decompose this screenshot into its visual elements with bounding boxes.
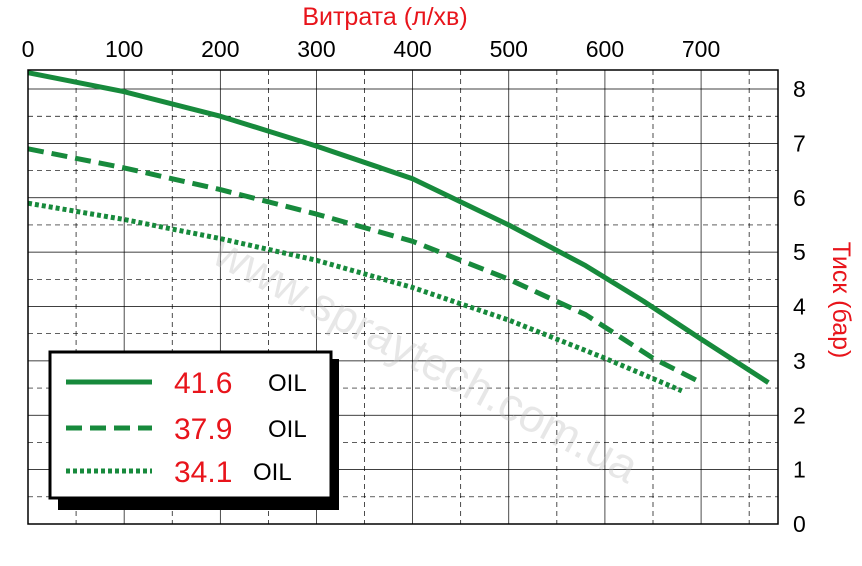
y-tick-label: 0 — [793, 511, 806, 537]
x-tick-label: 400 — [393, 36, 431, 62]
x-tick-label: 200 — [201, 36, 239, 62]
plot-frame — [27, 69, 779, 525]
y-tick-label: 1 — [793, 457, 806, 483]
y-tick-label: 3 — [793, 348, 806, 374]
legend-unit: OIL — [268, 416, 307, 443]
y-tick-label: 6 — [793, 185, 806, 211]
series-layer — [27, 70, 770, 394]
x-tick-label: 500 — [490, 36, 528, 62]
legend-value: 41.6 — [174, 367, 232, 400]
legend-unit: OIL — [253, 459, 292, 486]
y-tick-label: 5 — [793, 239, 806, 265]
legend: 41.6 OIL 37.9 OIL 34.1 OIL — [48, 350, 339, 510]
series-line-dotted — [27, 200, 683, 394]
y-tick-label: 2 — [793, 402, 806, 428]
legend-box — [48, 350, 333, 500]
x-tick-label: 600 — [586, 36, 624, 62]
y-axis-title: Тиск (бар) — [827, 242, 855, 359]
x-tick-label: 0 — [22, 36, 35, 62]
legend-value: 34.1 — [174, 456, 232, 489]
y-tick-label: 8 — [793, 76, 806, 102]
legend-unit: OIL — [268, 370, 307, 397]
x-axis-title: Витрата (л/хв) — [302, 3, 467, 31]
x-tick-label: 100 — [105, 36, 143, 62]
y-tick-label: 7 — [793, 130, 806, 156]
x-tick-label: 300 — [297, 36, 335, 62]
legend-value: 37.9 — [174, 413, 232, 446]
y-tick-label: 4 — [793, 294, 806, 320]
x-tick-label: 700 — [682, 36, 720, 62]
ticks: 0 100 200 300 400 500 600 700 0 1 2 3 4 5 6 7 8 — [22, 36, 806, 537]
series-line-solid — [27, 70, 770, 385]
series-line-dashed — [27, 146, 703, 385]
